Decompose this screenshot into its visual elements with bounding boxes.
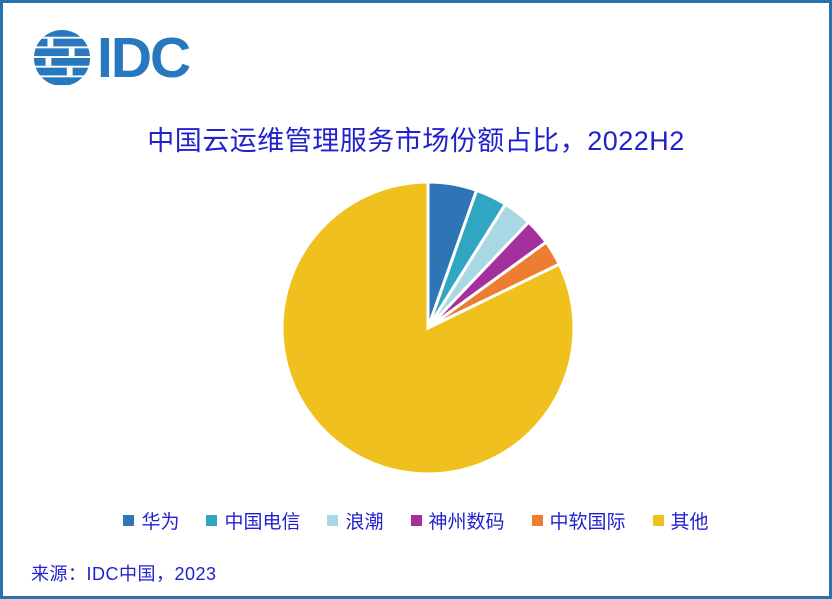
pie-slice-其他 — [280, 180, 576, 476]
legend-swatch-icon — [531, 515, 543, 526]
legend-item-其他: 其他 — [652, 507, 709, 534]
legend-label: 中国电信 — [224, 512, 301, 533]
chart-title: 中国云运维管理服务市场份额占比，2022H2 — [147, 126, 685, 156]
legend-swatch-icon — [123, 515, 135, 526]
idc-globe-icon — [33, 29, 91, 86]
source-note: 来源：IDC中国，2023 — [31, 564, 217, 584]
legend-label: 神州数码 — [428, 512, 505, 533]
legend-item-神州数码: 神州数码 — [410, 507, 505, 534]
idc-logo: IDC — [33, 26, 191, 90]
legend-swatch-icon — [327, 515, 339, 526]
legend: 华为 中国电信 浪潮 神州数码 中软国际 其他 — [3, 507, 829, 534]
idc-logo-text: IDC — [97, 26, 191, 90]
legend-item-中软国际: 中软国际 — [531, 507, 626, 534]
pie-chart-area — [275, 175, 581, 481]
pie-chart — [280, 180, 576, 476]
legend-swatch-icon — [652, 515, 664, 526]
legend-item-中国电信: 中国电信 — [206, 507, 300, 534]
legend-label: 中软国际 — [549, 512, 626, 533]
legend-item-浪潮: 浪潮 — [327, 507, 384, 534]
legend-label: 华为 — [141, 512, 180, 533]
legend-label: 其他 — [670, 512, 709, 533]
legend-label: 浪潮 — [345, 512, 384, 533]
legend-swatch-icon — [410, 515, 422, 526]
legend-swatch-icon — [206, 515, 218, 526]
legend-item-华为: 华为 — [123, 507, 179, 534]
